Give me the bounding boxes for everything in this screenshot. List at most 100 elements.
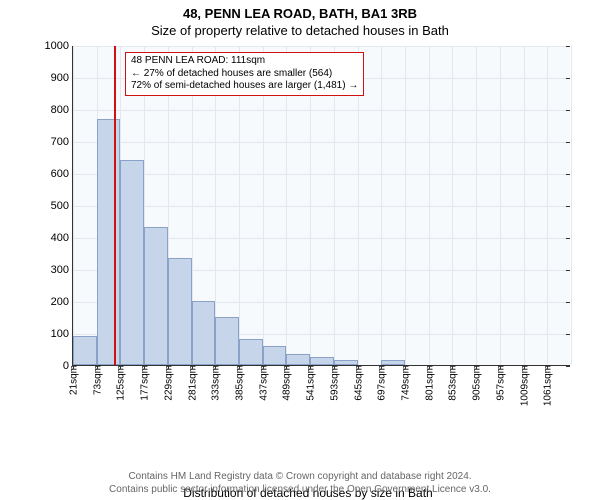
gridline-v — [73, 46, 74, 365]
x-tick-label: 73sqm — [90, 365, 103, 395]
y-tick-mark — [566, 206, 570, 207]
x-tick-label: 229sqm — [161, 365, 174, 401]
x-tick-label: 541sqm — [304, 365, 317, 401]
x-tick-label: 385sqm — [233, 365, 246, 401]
y-tick-label: 600 — [51, 168, 69, 180]
y-tick-mark — [566, 302, 570, 303]
page-title: 48, PENN LEA ROAD, BATH, BA1 3RB — [0, 0, 600, 21]
x-tick-mark — [239, 365, 240, 369]
gridline-h — [73, 174, 570, 175]
gridline-h — [73, 46, 570, 47]
histogram-bar — [215, 317, 239, 365]
histogram-bar — [73, 336, 97, 365]
y-tick-label: 700 — [51, 136, 69, 148]
y-tick-mark — [566, 238, 570, 239]
gridline-v — [476, 46, 477, 365]
x-tick-label: 1061sqm — [541, 365, 554, 406]
x-tick-mark — [381, 365, 382, 369]
plot-area: 48 PENN LEA ROAD: 111sqm ← 27% of detach… — [72, 46, 570, 366]
x-tick-label: 437sqm — [256, 365, 269, 401]
x-tick-label: 1009sqm — [517, 365, 530, 406]
gridline-v — [405, 46, 406, 365]
x-tick-label: 281sqm — [185, 365, 198, 401]
x-tick-label: 489sqm — [280, 365, 293, 401]
annotation-line-1: 48 PENN LEA ROAD: 111sqm — [131, 55, 358, 68]
gridline-v — [381, 46, 382, 365]
x-tick-mark — [168, 365, 169, 369]
histogram-bar — [239, 339, 263, 365]
x-tick-label: 125sqm — [114, 365, 127, 401]
x-tick-mark — [144, 365, 145, 369]
property-marker-line — [114, 46, 116, 365]
annotation-line-3: 72% of semi-detached houses are larger (… — [131, 80, 358, 93]
x-tick-mark — [215, 365, 216, 369]
histogram-bar — [192, 301, 216, 365]
x-tick-label: 905sqm — [470, 365, 483, 401]
gridline-h — [73, 142, 570, 143]
y-tick-mark — [566, 270, 570, 271]
x-tick-label: 333sqm — [209, 365, 222, 401]
histogram-bar — [310, 357, 334, 365]
x-tick-label: 697sqm — [375, 365, 388, 401]
y-tick-mark — [566, 78, 570, 79]
x-tick-mark — [120, 365, 121, 369]
x-tick-mark — [476, 365, 477, 369]
gridline-v — [571, 46, 572, 365]
x-tick-mark — [524, 365, 525, 369]
histogram-bar — [144, 227, 168, 365]
x-tick-mark — [405, 365, 406, 369]
y-tick-label: 900 — [51, 72, 69, 84]
y-tick-label: 1000 — [45, 40, 69, 52]
annotation-box: 48 PENN LEA ROAD: 111sqm ← 27% of detach… — [125, 52, 364, 96]
x-tick-label: 853sqm — [446, 365, 459, 401]
gridline-v — [524, 46, 525, 365]
y-tick-mark — [566, 110, 570, 111]
y-tick-mark — [566, 142, 570, 143]
footer-line-2: Contains public sector information licen… — [0, 484, 600, 497]
page-subtitle: Size of property relative to detached ho… — [0, 21, 600, 38]
x-tick-mark — [429, 365, 430, 369]
x-tick-mark — [310, 365, 311, 369]
y-tick-mark — [566, 174, 570, 175]
histogram-bar — [168, 258, 192, 365]
x-tick-mark — [334, 365, 335, 369]
annotation-line-2: ← 27% of detached houses are smaller (56… — [131, 68, 358, 81]
y-tick-mark — [566, 334, 570, 335]
y-tick-label: 200 — [51, 296, 69, 308]
histogram-bar — [97, 119, 121, 365]
x-tick-label: 593sqm — [327, 365, 340, 401]
y-tick-label: 800 — [51, 104, 69, 116]
histogram-bar — [286, 354, 310, 365]
gridline-v — [500, 46, 501, 365]
gridline-v — [429, 46, 430, 365]
gridline-v — [452, 46, 453, 365]
x-tick-label: 177sqm — [138, 365, 151, 401]
x-tick-mark — [286, 365, 287, 369]
footer-attribution: Contains HM Land Registry data © Crown c… — [0, 471, 600, 496]
x-tick-label: 21sqm — [67, 365, 80, 395]
x-tick-mark — [452, 365, 453, 369]
x-tick-mark — [263, 365, 264, 369]
footer-line-1: Contains HM Land Registry data © Crown c… — [0, 471, 600, 484]
y-tick-label: 500 — [51, 200, 69, 212]
gridline-h — [73, 110, 570, 111]
x-tick-mark — [192, 365, 193, 369]
x-tick-mark — [358, 365, 359, 369]
x-tick-mark — [73, 365, 74, 369]
y-tick-label: 300 — [51, 264, 69, 276]
chart-container: Number of detached properties 48 PENN LE… — [38, 46, 578, 436]
gridline-h — [73, 206, 570, 207]
x-tick-label: 801sqm — [422, 365, 435, 401]
x-tick-mark — [500, 365, 501, 369]
x-tick-mark — [97, 365, 98, 369]
y-tick-mark — [566, 46, 570, 47]
histogram-bar — [120, 160, 144, 365]
y-tick-label: 400 — [51, 232, 69, 244]
y-tick-label: 100 — [51, 328, 69, 340]
x-tick-label: 957sqm — [493, 365, 506, 401]
gridline-v — [547, 46, 548, 365]
x-tick-label: 749sqm — [399, 365, 412, 401]
histogram-bar — [263, 346, 287, 365]
x-tick-label: 645sqm — [351, 365, 364, 401]
y-tick-mark — [566, 366, 570, 367]
